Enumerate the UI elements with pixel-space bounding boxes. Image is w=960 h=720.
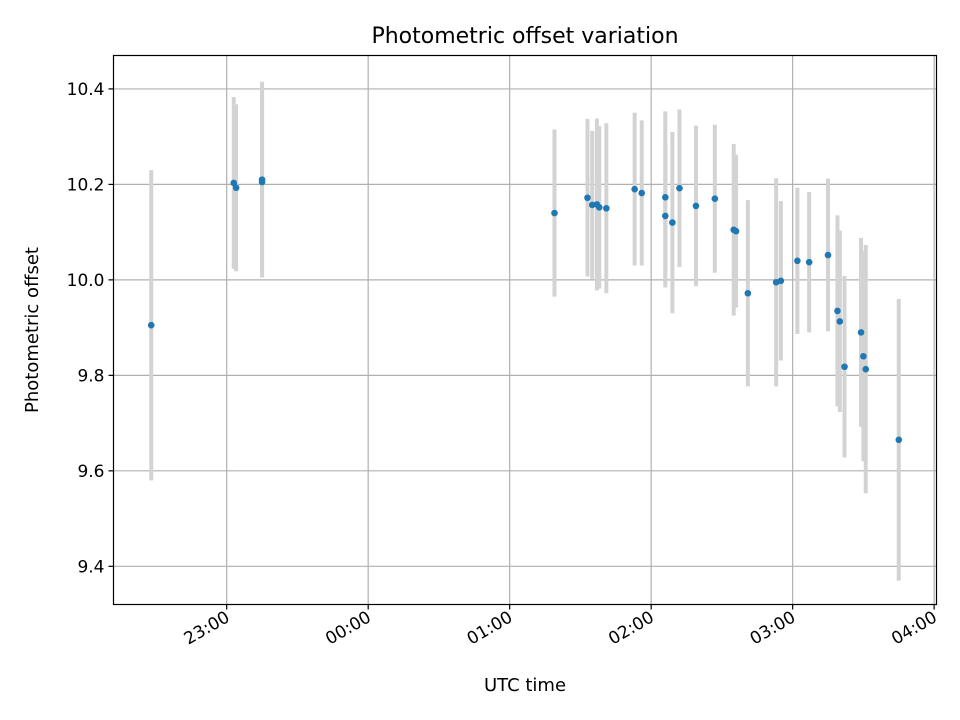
data-point [595,204,603,211]
data-point [662,193,669,201]
data-point [794,257,801,265]
chart-title: Photometric offset variation [371,24,678,49]
y-tick-label: 9.6 [77,462,104,482]
data-point [711,195,719,203]
data-points [147,176,903,444]
y-tick-label: 10.4 [67,80,105,100]
data-point [860,352,867,360]
data-point [836,318,844,325]
y-tick-label: 10.2 [67,175,105,195]
data-point [857,329,865,336]
data-point [603,204,610,212]
data-point [638,189,646,197]
data-point [692,202,700,210]
data-point [744,289,752,297]
data-point [662,212,669,220]
y-tick-label: 10.0 [67,271,105,291]
data-point [862,365,870,373]
data-point [232,184,240,192]
data-point [805,258,813,266]
data-point [834,307,841,315]
data-point [732,227,740,235]
data-point [895,436,903,444]
data-point [258,176,266,183]
plot-frame [112,54,938,606]
grid-lines [113,55,937,605]
data-point [147,321,155,329]
data-point [676,184,683,192]
data-point [777,277,785,285]
y-tick-label: 9.8 [77,366,104,386]
data-point [669,219,676,226]
y-tick-label: 9.4 [77,557,104,577]
data-point [551,209,558,217]
data-point [824,251,832,259]
data-point [841,363,848,371]
y-axis-label: Photometric offset [22,247,43,413]
data-point [631,185,638,193]
data-point [584,194,591,202]
x-axis-label: UTC time [484,675,566,696]
